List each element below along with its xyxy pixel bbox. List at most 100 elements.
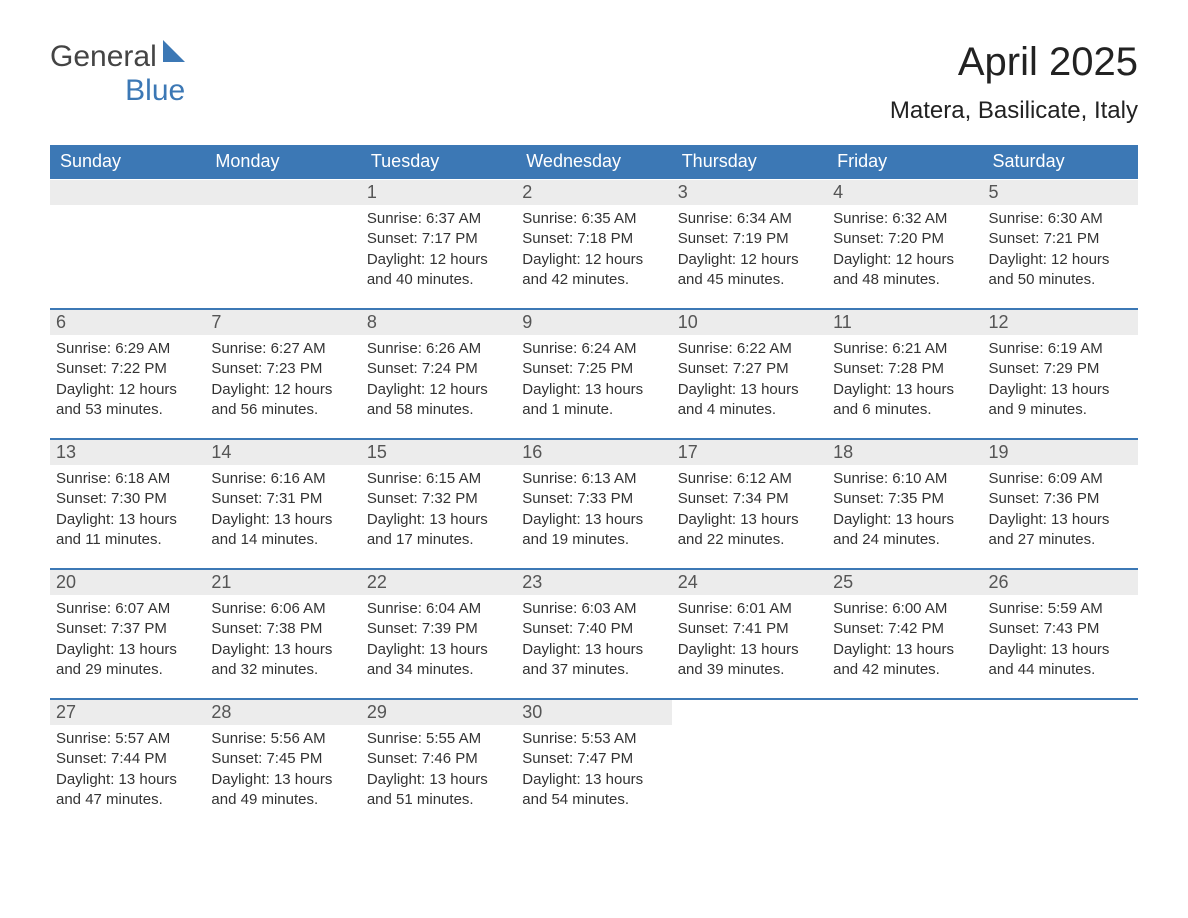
day-details: Sunrise: 6:22 AMSunset: 7:27 PMDaylight:… xyxy=(672,335,827,420)
day-cell: 17 Sunrise: 6:12 AMSunset: 7:34 PMDayligh… xyxy=(672,439,827,569)
day-number: 8 xyxy=(361,310,516,335)
day-sunset: Sunset: 7:40 PM xyxy=(522,619,665,639)
day-sunrise: Sunrise: 6:22 AM xyxy=(678,339,821,359)
day-number-empty xyxy=(205,180,360,205)
day-number: 14 xyxy=(205,440,360,465)
day-sunrise: Sunrise: 6:24 AM xyxy=(522,339,665,359)
day-sunrise: Sunrise: 6:10 AM xyxy=(833,469,976,489)
day-details: Sunrise: 6:35 AMSunset: 7:18 PMDaylight:… xyxy=(516,205,671,290)
day-daylight: Daylight: 13 hours and 39 minutes. xyxy=(678,640,821,681)
logo-text-general: General xyxy=(50,40,157,73)
day-number: 19 xyxy=(983,440,1138,465)
day-number: 12 xyxy=(983,310,1138,335)
day-number: 11 xyxy=(827,310,982,335)
day-cell: 10Sunrise: 6:22 AMSunset: 7:27 PMDayligh… xyxy=(672,309,827,439)
calendar-week: 27Sunrise: 5:57 AMSunset: 7:44 PMDayligh… xyxy=(50,699,1138,828)
day-sunset: Sunset: 7:30 PM xyxy=(56,489,199,509)
day-sunset: Sunset: 7:34 PM xyxy=(678,489,821,509)
day-daylight: Daylight: 13 hours and 11 minutes. xyxy=(56,510,199,551)
day-daylight: Daylight: 13 hours and 32 minutes. xyxy=(211,640,354,681)
day-sunrise: Sunrise: 5:53 AM xyxy=(522,729,665,749)
day-sunrise: Sunrise: 6:03 AM xyxy=(522,599,665,619)
day-cell: 30Sunrise: 5:53 AMSunset: 7:47 PMDayligh… xyxy=(516,699,671,828)
day-sunset: Sunset: 7:32 PM xyxy=(367,489,510,509)
day-number: 17 xyxy=(672,440,827,465)
logo-triangle-icon xyxy=(163,40,185,62)
day-daylight: Daylight: 12 hours and 53 minutes. xyxy=(56,380,199,421)
day-sunset: Sunset: 7:17 PM xyxy=(367,229,510,249)
day-cell: 4Sunrise: 6:32 AMSunset: 7:20 PMDaylight… xyxy=(827,179,982,309)
day-daylight: Daylight: 12 hours and 40 minutes. xyxy=(367,250,510,291)
day-sunset: Sunset: 7:44 PM xyxy=(56,749,199,769)
day-cell: 26Sunrise: 5:59 AMSunset: 7:43 PMDayligh… xyxy=(983,569,1138,699)
day-sunrise: Sunrise: 6:07 AM xyxy=(56,599,199,619)
day-details: Sunrise: 5:53 AMSunset: 7:47 PMDaylight:… xyxy=(516,725,671,810)
calendar-week: 1Sunrise: 6:37 AMSunset: 7:17 PMDaylight… xyxy=(50,179,1138,309)
day-daylight: Daylight: 13 hours and 37 minutes. xyxy=(522,640,665,681)
location: Matera, Basilicate, Italy xyxy=(890,97,1138,125)
day-number: 1 xyxy=(361,180,516,205)
day-details: Sunrise: 6:10 AMSunset: 7:35 PMDaylight:… xyxy=(827,465,982,550)
day-details: Sunrise: 6:27 AMSunset: 7:23 PMDaylight:… xyxy=(205,335,360,420)
day-sunrise: Sunrise: 6:29 AM xyxy=(56,339,199,359)
day-sunset: Sunset: 7:35 PM xyxy=(833,489,976,509)
day-cell: 7Sunrise: 6:27 AMSunset: 7:23 PMDaylight… xyxy=(205,309,360,439)
day-sunrise: Sunrise: 6:15 AM xyxy=(367,469,510,489)
day-sunrise: Sunrise: 6:21 AM xyxy=(833,339,976,359)
day-header: Monday xyxy=(205,145,360,179)
day-daylight: Daylight: 13 hours and 54 minutes. xyxy=(522,770,665,811)
day-details: Sunrise: 6:32 AMSunset: 7:20 PMDaylight:… xyxy=(827,205,982,290)
day-sunrise: Sunrise: 6:00 AM xyxy=(833,599,976,619)
day-sunrise: Sunrise: 6:30 AM xyxy=(989,209,1132,229)
day-header: Wednesday xyxy=(516,145,671,179)
day-cell: 9Sunrise: 6:24 AMSunset: 7:25 PMDaylight… xyxy=(516,309,671,439)
day-number: 29 xyxy=(361,700,516,725)
day-daylight: Daylight: 13 hours and 17 minutes. xyxy=(367,510,510,551)
day-daylight: Daylight: 13 hours and 34 minutes. xyxy=(367,640,510,681)
day-details: Sunrise: 6:30 AMSunset: 7:21 PMDaylight:… xyxy=(983,205,1138,290)
day-sunset: Sunset: 7:22 PM xyxy=(56,359,199,379)
calendar-week: 6Sunrise: 6:29 AMSunset: 7:22 PMDaylight… xyxy=(50,309,1138,439)
day-details: Sunrise: 6:19 AMSunset: 7:29 PMDaylight:… xyxy=(983,335,1138,420)
day-cell: 22Sunrise: 6:04 AMSunset: 7:39 PMDayligh… xyxy=(361,569,516,699)
day-cell: 28Sunrise: 5:56 AMSunset: 7:45 PMDayligh… xyxy=(205,699,360,828)
day-sunrise: Sunrise: 6:32 AM xyxy=(833,209,976,229)
day-number: 26 xyxy=(983,570,1138,595)
day-sunset: Sunset: 7:28 PM xyxy=(833,359,976,379)
day-header: Thursday xyxy=(672,145,827,179)
day-number: 2 xyxy=(516,180,671,205)
day-header: Friday xyxy=(827,145,982,179)
day-sunrise: Sunrise: 6:34 AM xyxy=(678,209,821,229)
day-cell: 8Sunrise: 6:26 AMSunset: 7:24 PMDaylight… xyxy=(361,309,516,439)
day-cell: 2Sunrise: 6:35 AMSunset: 7:18 PMDaylight… xyxy=(516,179,671,309)
day-number: 21 xyxy=(205,570,360,595)
day-daylight: Daylight: 13 hours and 1 minute. xyxy=(522,380,665,421)
day-daylight: Daylight: 13 hours and 22 minutes. xyxy=(678,510,821,551)
day-sunset: Sunset: 7:25 PM xyxy=(522,359,665,379)
day-sunrise: Sunrise: 6:06 AM xyxy=(211,599,354,619)
day-number: 22 xyxy=(361,570,516,595)
day-cell: 20Sunrise: 6:07 AMSunset: 7:37 PMDayligh… xyxy=(50,569,205,699)
day-sunset: Sunset: 7:18 PM xyxy=(522,229,665,249)
title-block: April 2025 Matera, Basilicate, Italy xyxy=(890,40,1138,125)
day-number: 25 xyxy=(827,570,982,595)
day-daylight: Daylight: 13 hours and 19 minutes. xyxy=(522,510,665,551)
day-cell: 23Sunrise: 6:03 AMSunset: 7:40 PMDayligh… xyxy=(516,569,671,699)
day-number: 27 xyxy=(50,700,205,725)
day-cell: 19Sunrise: 6:09 AMSunset: 7:36 PMDayligh… xyxy=(983,439,1138,569)
day-details: Sunrise: 6:24 AMSunset: 7:25 PMDaylight:… xyxy=(516,335,671,420)
day-details: Sunrise: 6:34 AMSunset: 7:19 PMDaylight:… xyxy=(672,205,827,290)
day-header: Sunday xyxy=(50,145,205,179)
day-sunset: Sunset: 7:46 PM xyxy=(367,749,510,769)
day-cell: 13Sunrise: 6:18 AMSunset: 7:30 PMDayligh… xyxy=(50,439,205,569)
day-details: Sunrise: 6:13 AMSunset: 7:33 PMDaylight:… xyxy=(516,465,671,550)
day-number: 15 xyxy=(361,440,516,465)
day-sunrise: Sunrise: 6:09 AM xyxy=(989,469,1132,489)
day-details: Sunrise: 6:37 AMSunset: 7:17 PMDaylight:… xyxy=(361,205,516,290)
day-number: 5 xyxy=(983,180,1138,205)
day-number: 10 xyxy=(672,310,827,335)
day-sunrise: Sunrise: 6:13 AM xyxy=(522,469,665,489)
day-sunrise: Sunrise: 6:12 AM xyxy=(678,469,821,489)
day-sunset: Sunset: 7:42 PM xyxy=(833,619,976,639)
day-daylight: Daylight: 12 hours and 56 minutes. xyxy=(211,380,354,421)
